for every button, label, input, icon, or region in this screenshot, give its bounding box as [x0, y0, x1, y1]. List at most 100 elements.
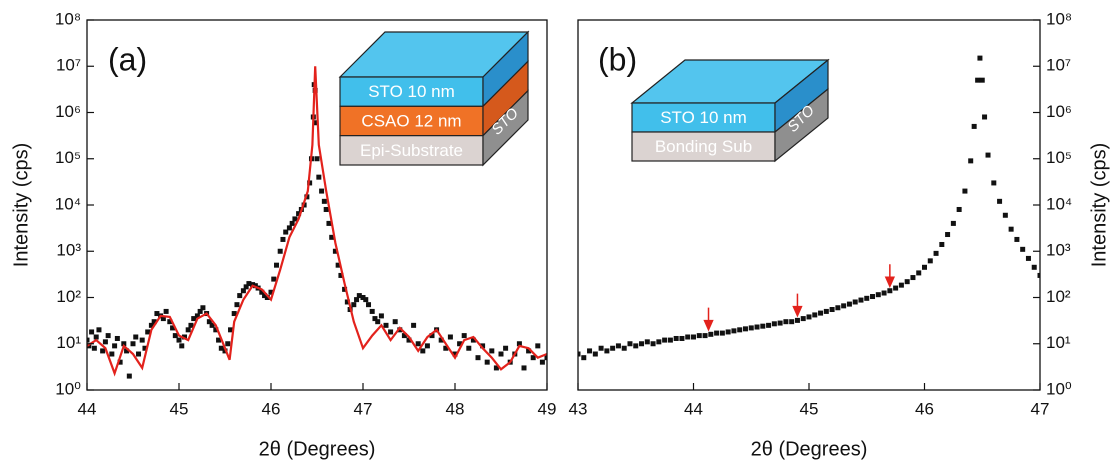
data-point: [151, 319, 157, 325]
data-point: [388, 329, 394, 335]
data-point: [627, 341, 633, 347]
data-point: [392, 319, 398, 325]
data-point: [378, 313, 384, 319]
data-point: [228, 327, 234, 333]
data-point: [962, 188, 968, 194]
data-point: [910, 275, 916, 281]
data-point: [498, 351, 504, 357]
data-point: [194, 313, 200, 319]
x-tick-label: 43: [569, 399, 588, 418]
data-point: [142, 345, 148, 351]
y-tick-label: 10⁵: [55, 148, 81, 167]
data-point: [218, 345, 224, 351]
y-axis-label: Intensity (cps): [1088, 143, 1110, 267]
data-point: [975, 77, 981, 83]
x-axis-label: 2θ (Degrees): [259, 438, 376, 460]
data-point: [167, 319, 173, 325]
data-point: [105, 333, 111, 339]
data-point: [319, 188, 325, 194]
data-point: [950, 220, 956, 226]
data-point: [268, 289, 274, 295]
data-point: [644, 339, 650, 345]
data-point: [369, 308, 375, 314]
inset-layer-label: STO 10 nm: [368, 82, 455, 101]
data-point: [89, 329, 95, 335]
data-point: [209, 322, 215, 328]
data-point: [271, 276, 277, 282]
data-point: [314, 156, 320, 162]
data-point: [176, 337, 182, 343]
data-point: [696, 333, 702, 339]
data-point: [356, 293, 362, 299]
data-point: [852, 299, 858, 305]
data-point: [484, 359, 490, 365]
plot-area: [87, 66, 547, 379]
data-point: [401, 333, 407, 339]
data-point: [234, 302, 240, 308]
data-point: [289, 220, 295, 226]
panel-label: (b): [598, 41, 637, 77]
data-point: [578, 351, 581, 357]
data-point: [977, 55, 983, 61]
data-point: [216, 337, 222, 343]
data-point: [443, 345, 449, 351]
panel-label: (a): [108, 41, 147, 77]
data-point: [102, 339, 108, 345]
data-point: [197, 308, 203, 314]
data-point: [411, 322, 417, 328]
data-point: [875, 292, 881, 298]
data-point: [332, 248, 338, 254]
data-point: [342, 286, 348, 292]
y-tick-label: 10²: [56, 287, 81, 306]
data-point: [535, 343, 541, 349]
data-point: [1020, 246, 1026, 252]
x-tick-label: 46: [915, 399, 934, 418]
data-point: [818, 310, 824, 316]
data-point: [326, 220, 332, 226]
data-point: [420, 348, 426, 354]
data-point: [639, 341, 645, 347]
data-point: [493, 365, 499, 371]
data-point: [109, 351, 115, 357]
data-point: [262, 293, 268, 299]
data-point: [136, 351, 142, 357]
y-tick-label: 10¹: [1046, 333, 1071, 352]
data-point: [126, 373, 132, 379]
y-tick-label: 10³: [1046, 241, 1071, 260]
data-point: [366, 302, 372, 308]
data-point: [1008, 226, 1014, 232]
data-point: [812, 312, 818, 318]
data-point: [259, 289, 265, 295]
data-point: [283, 229, 289, 235]
data-point: [610, 345, 616, 351]
data-point: [363, 297, 369, 303]
data-point: [206, 319, 212, 325]
data-point: [286, 225, 292, 231]
y-tick-label: 10⁰: [1046, 379, 1072, 398]
data-point: [231, 311, 237, 317]
data-point: [1025, 255, 1031, 261]
data-point: [526, 348, 532, 354]
data-point: [424, 343, 430, 349]
data-point: [87, 343, 92, 349]
fit-line: [87, 66, 547, 377]
x-tick-label: 48: [446, 399, 465, 418]
data-point: [200, 305, 206, 311]
data-point: [1037, 272, 1040, 278]
data-point: [274, 262, 280, 268]
data-point: [979, 77, 985, 83]
y-tick-label: 10²: [1046, 287, 1071, 306]
data-point: [475, 355, 481, 361]
data-point: [858, 297, 864, 303]
data-point: [708, 331, 714, 337]
data-point: [823, 308, 829, 314]
inset-side: [774, 87, 829, 163]
data-point: [354, 297, 360, 303]
inset-side: [482, 89, 529, 167]
data-point: [344, 299, 350, 305]
data-point: [1014, 236, 1020, 242]
data-point: [971, 123, 977, 129]
y-tick-label: 10⁷: [56, 56, 81, 75]
data-point: [598, 345, 604, 351]
data-point: [771, 321, 777, 327]
